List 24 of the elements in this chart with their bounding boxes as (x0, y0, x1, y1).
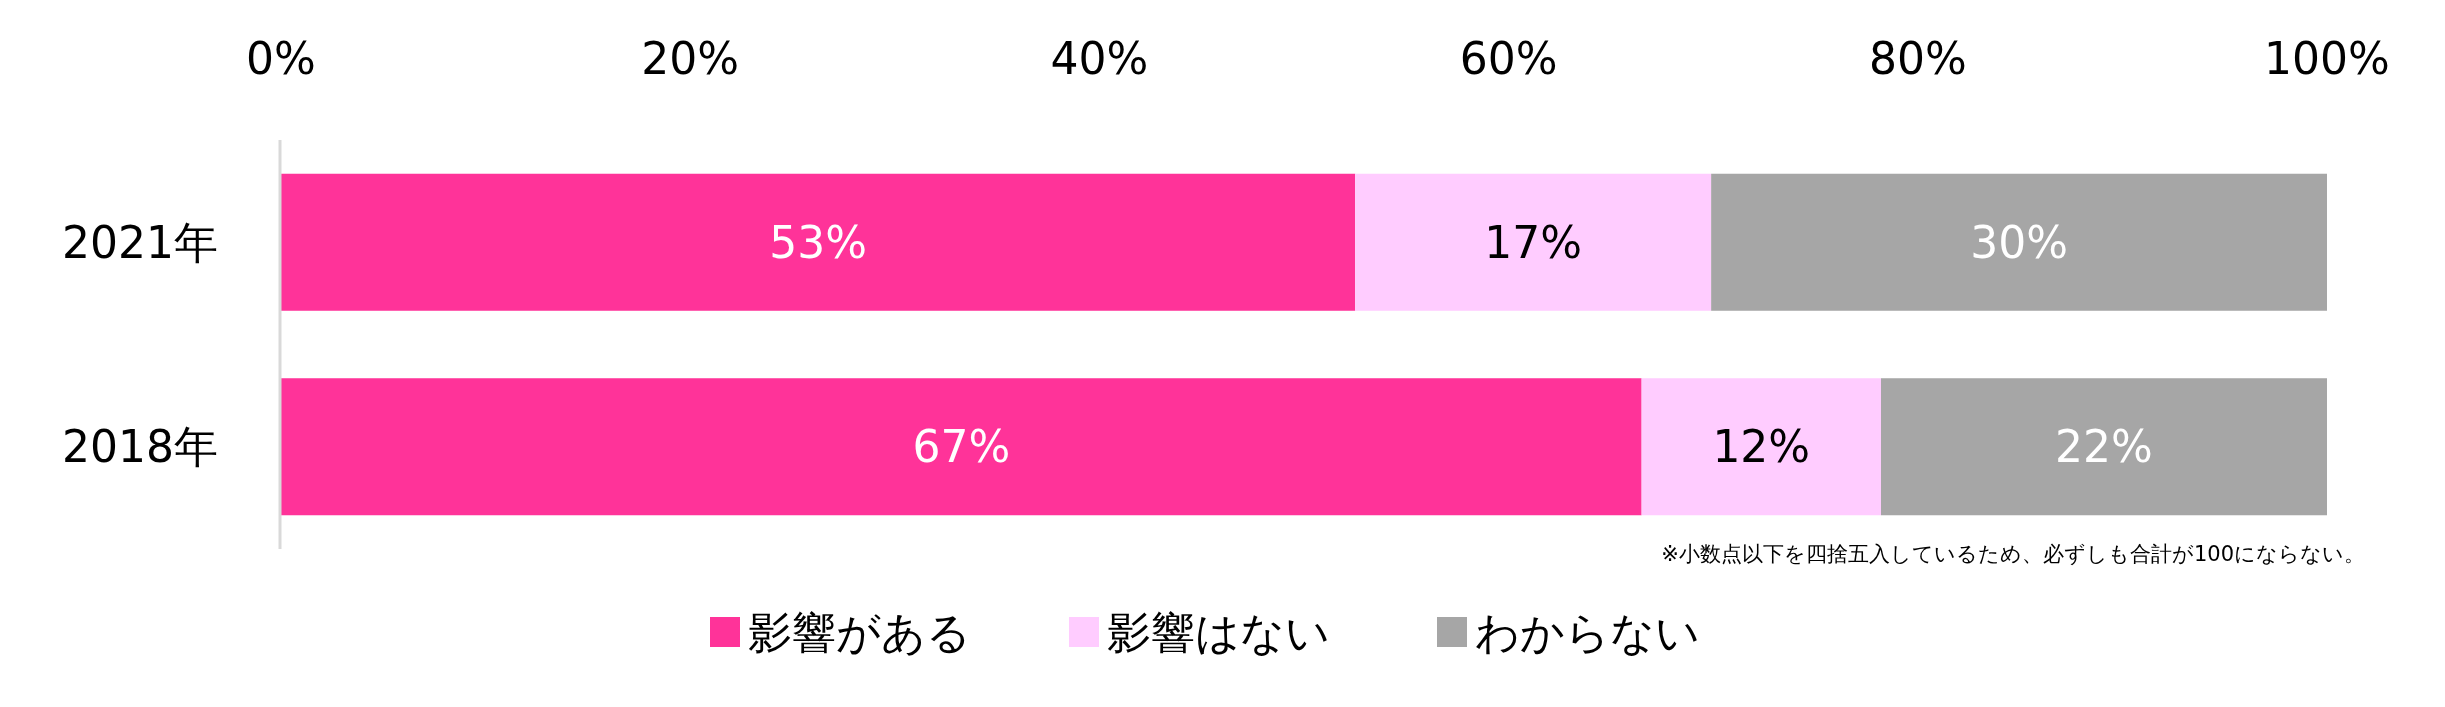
annotation: ※小数点以下を四捨五入しているため、必ずしも合計が100にならない。 (1661, 542, 2365, 566)
bar (1880, 378, 2327, 516)
y-tick-label: 2018年 (62, 421, 218, 473)
data-label: 67% (912, 421, 1011, 473)
bar (1641, 378, 1881, 516)
legend-label: 影響はない (1107, 606, 1330, 658)
data-label: 12% (1712, 421, 1811, 473)
data-label: 22% (2055, 421, 2153, 473)
x-tick-label: 60% (1459, 32, 1558, 84)
data-label: 30% (1970, 216, 2068, 268)
bar (281, 173, 1356, 311)
legend-label: わからない (1475, 606, 1700, 658)
data-label: 53% (769, 216, 867, 268)
y-tick-label: 2021年 (62, 216, 218, 268)
x-tick-label: 0% (246, 32, 316, 84)
legend-label: 影響がある (748, 606, 971, 658)
x-tick-label: 40% (1050, 32, 1149, 84)
x-tick-label: 100% (2264, 32, 2390, 84)
bar (1711, 173, 2327, 311)
bar (1355, 173, 1712, 311)
bar (281, 378, 1642, 516)
x-tick-label: 20% (641, 32, 740, 84)
data-label: 17% (1484, 216, 1583, 268)
x-tick-label: 80% (1868, 32, 1967, 84)
